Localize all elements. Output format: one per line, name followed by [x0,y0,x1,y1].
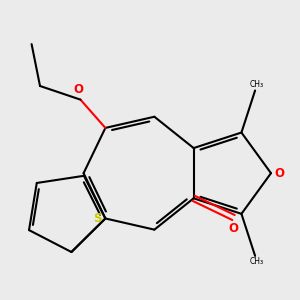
Text: S: S [93,212,101,225]
Text: CH₃: CH₃ [250,80,264,89]
Text: O: O [229,222,238,235]
Text: O: O [274,167,284,180]
Text: O: O [74,82,83,96]
Text: CH₃: CH₃ [250,257,264,266]
